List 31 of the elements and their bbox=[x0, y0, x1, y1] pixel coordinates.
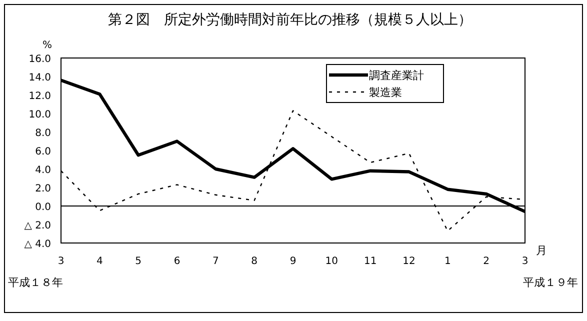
y-tick-label: 6.0 bbox=[35, 146, 51, 158]
x-tick-label: 9 bbox=[290, 256, 296, 267]
text: 平成１８年 bbox=[8, 276, 63, 289]
legend-label: 製造業 bbox=[369, 86, 402, 99]
y-tick-label: 2.0 bbox=[35, 184, 51, 194]
y-tick-label: △ 4.0 bbox=[24, 239, 51, 250]
legend-label: 調査産業計 bbox=[369, 69, 424, 82]
y-tick-label: 0.0 bbox=[35, 202, 51, 213]
y-tick-label: △ 2.0 bbox=[24, 220, 51, 232]
text: 平成１９年 bbox=[523, 276, 578, 289]
x-tick-label: 10 bbox=[325, 256, 338, 267]
x-tick-label: 3 bbox=[522, 256, 528, 267]
y-tick-label: 12.0 bbox=[28, 91, 51, 102]
x-tick-label: 11 bbox=[364, 256, 377, 267]
x-axis-title: 月 bbox=[536, 244, 547, 257]
x-tick-label: 7 bbox=[212, 256, 219, 267]
y-tick-label: 16.0 bbox=[28, 54, 51, 65]
x-tick-label: 1 bbox=[444, 256, 451, 267]
chart-title: 第２図 所定外労働時間対前年比の推移（規模５人以上） bbox=[108, 12, 472, 28]
y-tick-label: 4.0 bbox=[35, 165, 51, 176]
y-tick-label: 14.0 bbox=[28, 72, 51, 84]
y-axis-title: % bbox=[42, 40, 52, 51]
x-tick-label: 6 bbox=[174, 256, 180, 267]
x-tick-label: 2 bbox=[483, 256, 490, 267]
x-tick-label: 3 bbox=[58, 256, 64, 267]
x-tick-label: 5 bbox=[135, 256, 142, 267]
y-tick-label: 10.0 bbox=[28, 110, 51, 120]
x-tick-label: 12 bbox=[402, 256, 416, 267]
x-tick-label: 4 bbox=[96, 256, 103, 267]
y-tick-label: 8.0 bbox=[35, 128, 51, 139]
x-tick-label: 8 bbox=[251, 256, 258, 267]
